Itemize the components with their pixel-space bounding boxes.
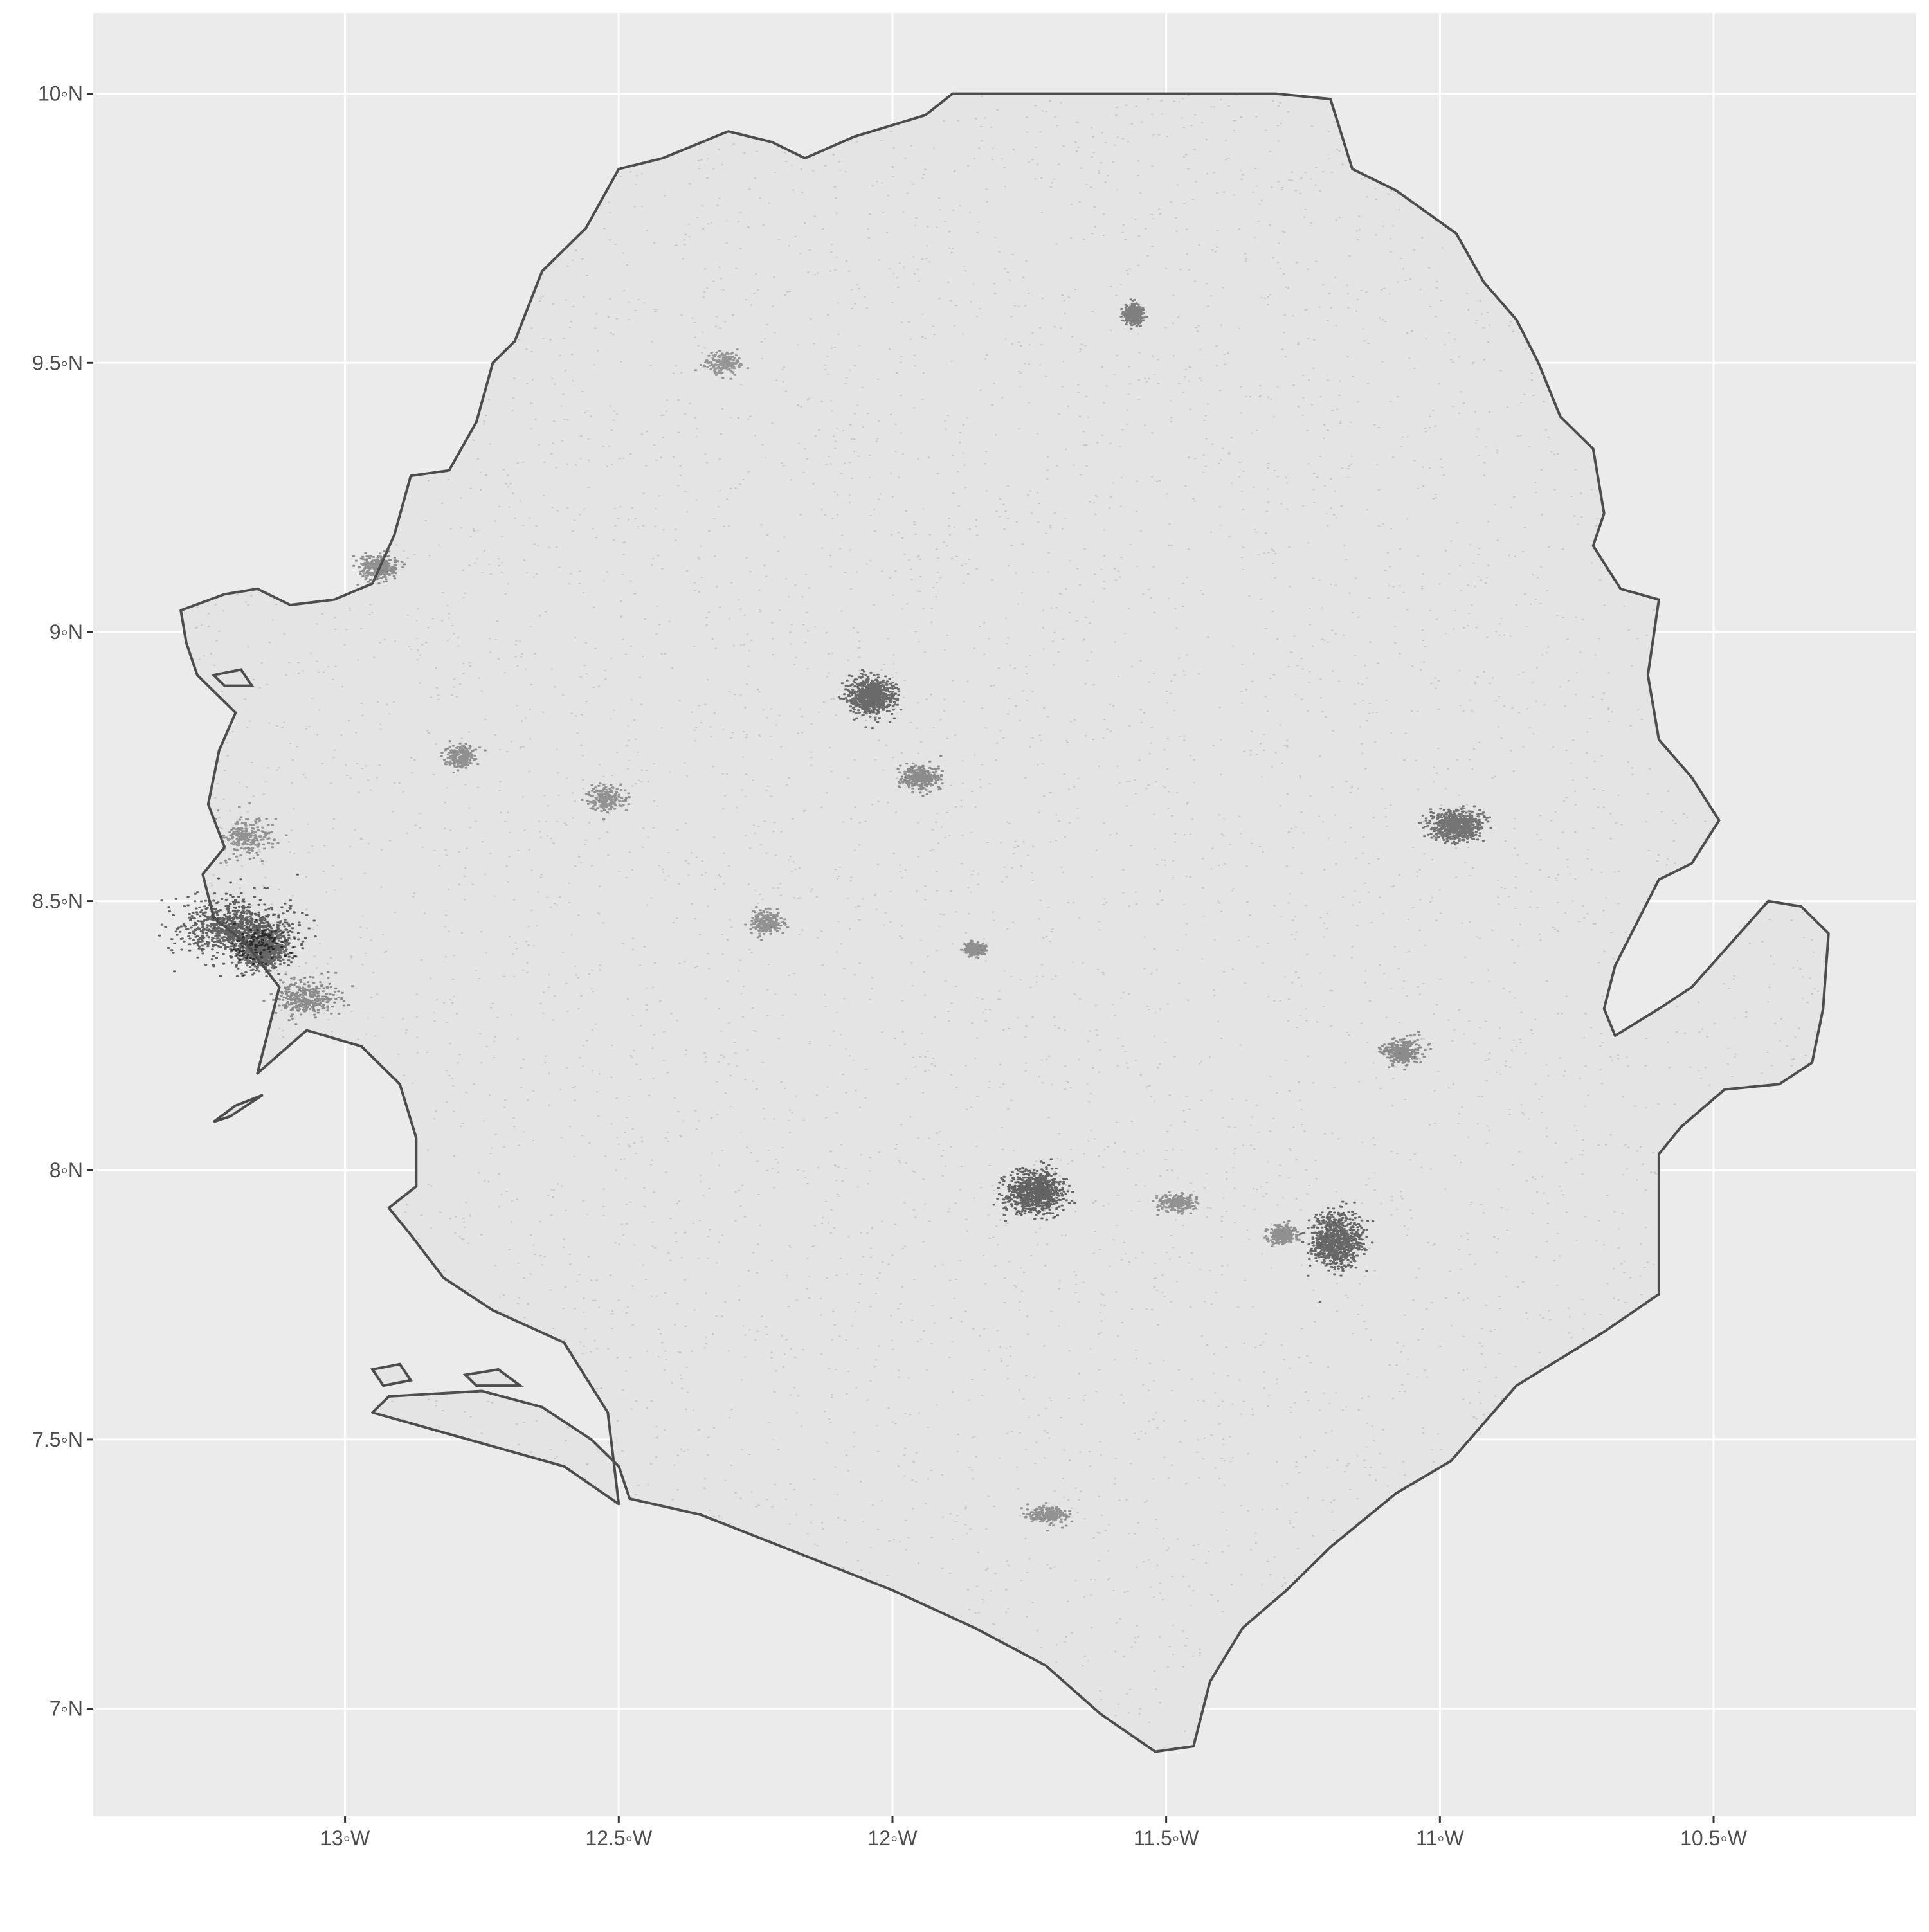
x-tick-label: 12◦W	[867, 1827, 918, 1850]
settlement-cluster	[837, 669, 903, 730]
settlement-cluster	[1020, 1502, 1074, 1532]
scattered-points	[195, 94, 1827, 1749]
settlement-cluster	[213, 802, 288, 865]
land-fill	[181, 93, 1829, 1752]
settlement-cluster	[1263, 1220, 1301, 1248]
settlement-cluster	[694, 348, 750, 380]
island-outline	[462, 1368, 525, 1387]
settlement-cluster	[896, 755, 944, 797]
x-tick-label: 11.5◦W	[1134, 1827, 1199, 1850]
x-tick-label: 11◦W	[1416, 1827, 1465, 1850]
island-outline	[213, 1094, 264, 1123]
island-outline	[370, 1362, 413, 1387]
settlement-cluster	[230, 915, 305, 978]
y-tick-label: 9.5◦N	[32, 351, 83, 374]
island-outline	[211, 668, 255, 687]
settlement-cluster	[1377, 1031, 1433, 1071]
settlement-cluster	[992, 1158, 1076, 1222]
country-border	[179, 92, 1830, 1753]
y-tick-label: 7◦N	[50, 1697, 83, 1720]
settlement-cluster	[262, 971, 354, 1025]
settlement-cluster	[581, 782, 631, 820]
settlement-cluster	[1418, 805, 1492, 846]
settlement-cluster	[1299, 1200, 1375, 1303]
x-tick-label: 13◦W	[320, 1827, 370, 1850]
x-tick-label: 12.5◦W	[585, 1827, 653, 1850]
y-tick-label: 10◦N	[38, 82, 83, 105]
x-tick-label: 10.5◦W	[1680, 1827, 1748, 1850]
axes: 13◦W 12.5◦W 12◦W 11.5◦W 11◦W 10.5◦W 10◦N 9.5◦N 9…	[32, 82, 1748, 1850]
population-points	[158, 94, 1827, 1749]
settlement-cluster	[1119, 298, 1149, 330]
settlement-cluster	[959, 939, 988, 959]
settlement-cluster	[440, 740, 487, 774]
country-outline	[179, 92, 1830, 1753]
y-tick-label: 7.5◦N	[32, 1428, 83, 1451]
y-tick-label: 8.5◦N	[32, 890, 83, 913]
settlement-cluster	[1152, 1191, 1200, 1216]
country-land	[181, 93, 1829, 1752]
y-tick-label: 9◦N	[50, 620, 83, 644]
y-tick-label: 8◦N	[50, 1159, 83, 1182]
settlement-cluster	[744, 906, 790, 941]
